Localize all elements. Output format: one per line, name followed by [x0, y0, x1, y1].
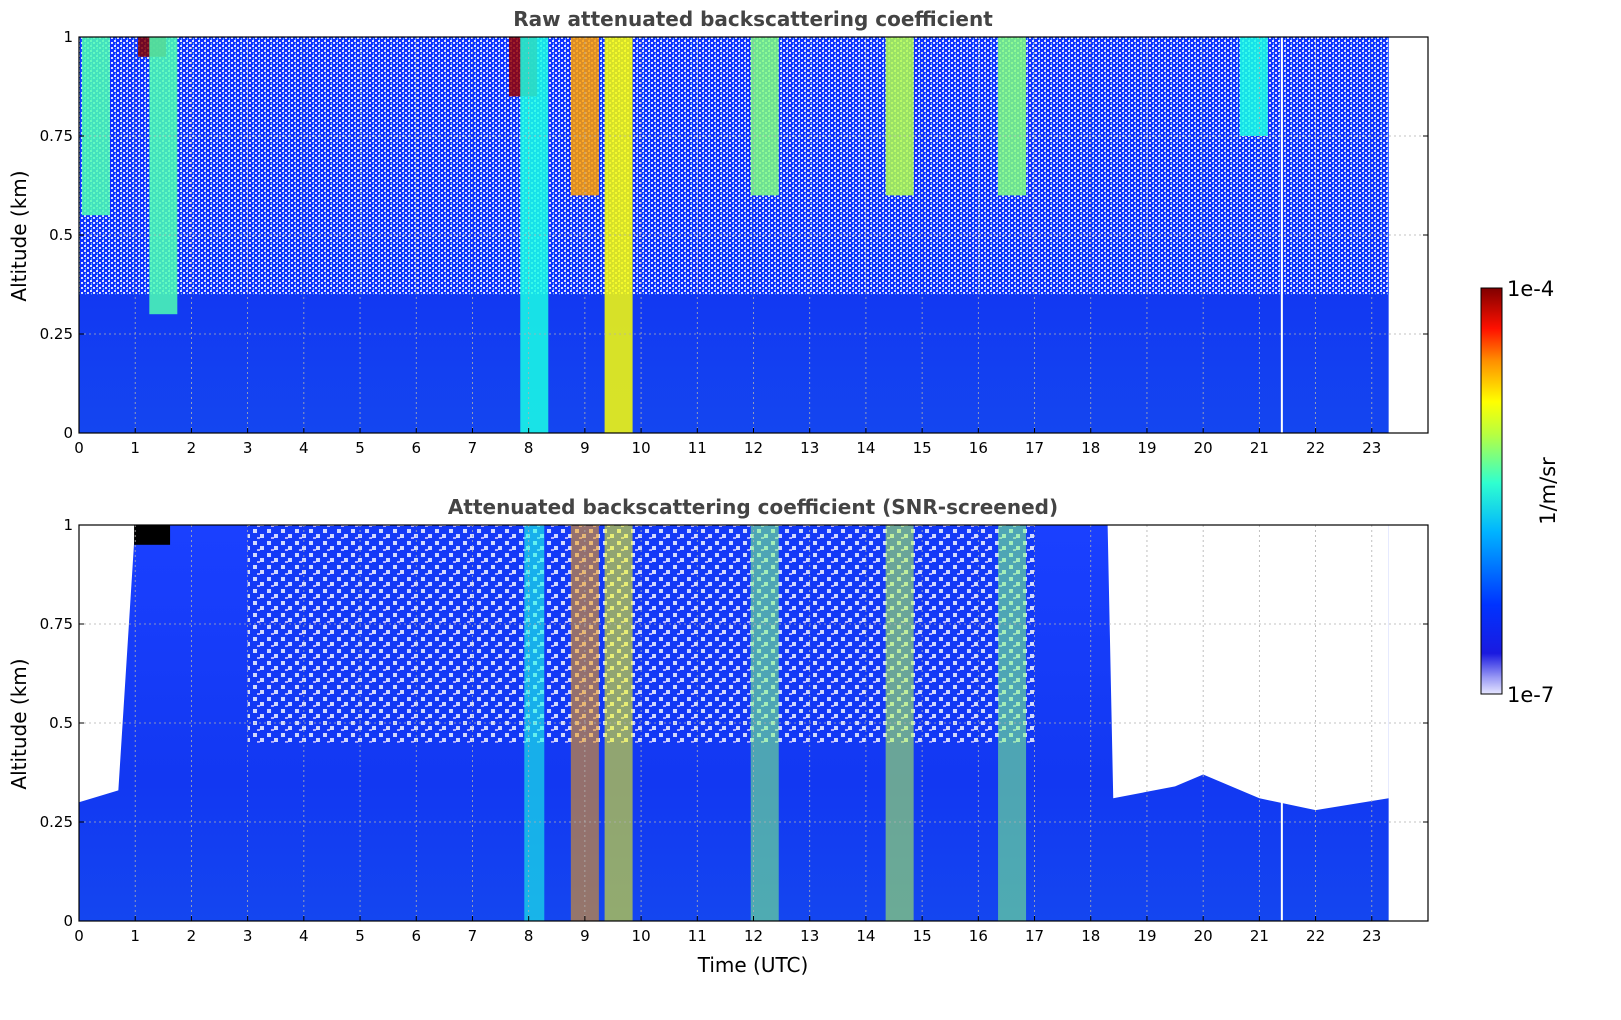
y-tick-label: 1: [63, 28, 73, 46]
y-tick-label: 0.5: [49, 714, 73, 732]
x-tick-label: 13: [800, 927, 819, 945]
colorbar: 1e-4 1e-7 1/m/sr: [1480, 277, 1560, 707]
panel-title: Attenuated backscattering coefficient (S…: [448, 495, 1058, 519]
x-axis-ticks: 0 1 2 3 4 5 6 7 8 9 10 11 12 13 14 15 16 17 18 19 20 21 22 23: [74, 428, 1381, 457]
panel-title: Raw attenuated backscattering coefficien…: [513, 7, 993, 31]
x-tick-label: 17: [1025, 439, 1044, 457]
x-tick-label: 9: [580, 439, 590, 457]
y-tick-label: 0: [63, 912, 73, 930]
y-tick-label: 0.25: [40, 325, 73, 343]
x-axis-label: Time (UTC): [697, 953, 809, 977]
x-tick-label: 17: [1025, 927, 1044, 945]
x-tick-label: 10: [632, 927, 651, 945]
x-tick-label: 19: [1137, 439, 1156, 457]
x-tick-label: 16: [969, 439, 988, 457]
colorbar-min-label: 1e-7: [1507, 683, 1554, 707]
x-tick-label: 0: [74, 927, 84, 945]
x-tick-label: 7: [468, 927, 478, 945]
plume-mark: [134, 525, 171, 545]
raw-backscatter-panel: Raw attenuated backscattering coefficien…: [7, 7, 1429, 457]
x-tick-label: 6: [411, 439, 421, 457]
x-tick-label: 14: [856, 927, 875, 945]
x-tick-label: 23: [1362, 439, 1381, 457]
x-tick-label: 11: [688, 439, 707, 457]
x-tick-label: 8: [524, 439, 534, 457]
x-tick-label: 1: [130, 927, 140, 945]
x-tick-label: 12: [744, 439, 763, 457]
x-tick-label: 22: [1306, 439, 1325, 457]
plume-mark: [750, 37, 779, 196]
x-tick-label: 18: [1081, 439, 1100, 457]
x-tick-label: 5: [355, 927, 365, 945]
x-tick-label: 9: [580, 927, 590, 945]
y-axis-label: Altitude (km): [7, 170, 31, 301]
x-tick-label: 2: [187, 439, 197, 457]
x-tick-label: 22: [1306, 927, 1325, 945]
x-axis-ticks: 0 1 2 3 4 5 6 7 8 9 10 11 12 13 14 15 16 17 18 19 20 21 22 23: [74, 916, 1381, 945]
plume-mark: [81, 37, 110, 216]
colorbar-unit-label: 1/m/sr: [1536, 457, 1560, 525]
y-axis-ticks: 0 0.25 0.5 0.75 1: [40, 28, 1428, 442]
plume-mark: [998, 525, 1027, 921]
x-tick-label: 13: [800, 439, 819, 457]
x-tick-label: 6: [411, 927, 421, 945]
x-tick-label: 15: [913, 927, 932, 945]
y-axis-label: Altitude (km): [7, 658, 31, 789]
plume-mark: [885, 37, 914, 196]
x-tick-label: 3: [243, 439, 253, 457]
x-tick-label: 4: [299, 927, 309, 945]
x-tick-label: 16: [969, 927, 988, 945]
colorbar-max-label: 1e-4: [1507, 277, 1554, 301]
x-tick-label: 12: [744, 927, 763, 945]
x-tick-label: 4: [299, 439, 309, 457]
x-tick-label: 20: [1194, 439, 1213, 457]
y-tick-label: 0: [63, 424, 73, 442]
x-tick-label: 3: [243, 927, 253, 945]
x-tick-label: 19: [1137, 927, 1156, 945]
noise-region: [79, 37, 1389, 295]
plume-mark: [604, 37, 633, 433]
plume-mark: [604, 525, 633, 921]
x-tick-label: 21: [1250, 927, 1269, 945]
plume-mark: [570, 37, 599, 196]
y-tick-label: 0.25: [40, 813, 73, 831]
grid-lines: [78, 524, 1428, 922]
plume-mark: [149, 37, 178, 315]
y-axis-ticks: 0 0.25 0.5 0.75 1: [40, 516, 1428, 930]
x-tick-label: 0: [74, 439, 84, 457]
x-tick-label: 1: [130, 439, 140, 457]
plume-mark: [998, 37, 1027, 196]
x-tick-label: 20: [1194, 927, 1213, 945]
x-tick-label: 10: [632, 439, 651, 457]
x-tick-label: 2: [187, 927, 197, 945]
screened-backscatter-panel: Attenuated backscattering coefficient (S…: [7, 495, 1429, 977]
x-tick-label: 21: [1250, 439, 1269, 457]
colorbar-gradient: [1480, 287, 1503, 695]
x-tick-label: 8: [524, 927, 534, 945]
y-tick-label: 1: [63, 516, 73, 534]
plume-mark: [1239, 37, 1268, 136]
x-tick-label: 14: [856, 439, 875, 457]
y-tick-label: 0.5: [49, 226, 73, 244]
x-tick-label: 23: [1362, 927, 1381, 945]
x-tick-label: 7: [468, 439, 478, 457]
x-tick-label: 11: [688, 927, 707, 945]
x-tick-label: 5: [355, 439, 365, 457]
y-tick-label: 0.75: [40, 127, 73, 145]
screened-region: [79, 525, 1389, 811]
y-tick-label: 0.75: [40, 615, 73, 633]
x-tick-label: 15: [913, 439, 932, 457]
x-tick-label: 18: [1081, 927, 1100, 945]
